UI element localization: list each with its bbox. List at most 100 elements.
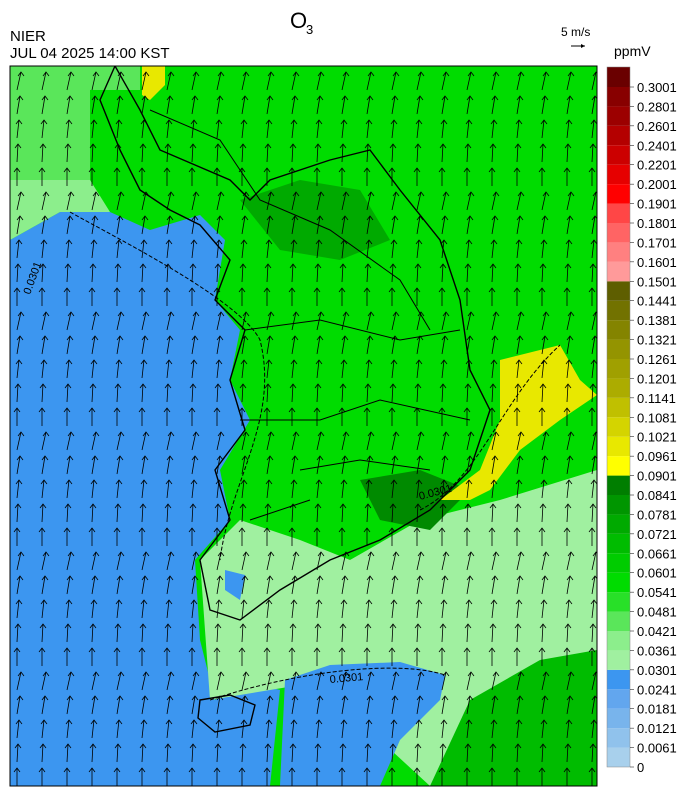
wind-arrow	[91, 95, 99, 115]
wind-arrow	[215, 599, 223, 619]
wind-arrow	[266, 551, 275, 571]
wind-arrow	[139, 743, 147, 763]
colorbar-tick-label: 0.0961	[637, 449, 677, 464]
wind-arrow	[465, 359, 473, 379]
wind-arrow	[465, 479, 473, 499]
wind-arrow	[38, 287, 46, 306]
colorbar-tick-label: 0.0901	[637, 469, 677, 484]
wind-arrow	[391, 695, 399, 715]
wind-arrow	[413, 647, 421, 666]
wind-arrow	[265, 479, 273, 499]
wind-arrow	[391, 551, 400, 571]
wind-arrow	[415, 359, 423, 379]
wind-arrow	[538, 767, 546, 786]
wind-arrow	[491, 335, 499, 355]
wind-arrow	[90, 479, 98, 499]
wind-arrow	[315, 479, 323, 499]
wind-arrow	[65, 239, 73, 259]
wind-arrow	[63, 167, 71, 186]
wind-arrow	[191, 431, 200, 451]
colorbar-tick-label: 0.1601	[637, 255, 677, 270]
wind-arrow	[213, 167, 221, 186]
wind-arrow	[166, 311, 175, 331]
wind-arrow	[241, 695, 249, 715]
wind-arrow	[313, 647, 321, 666]
wind-arrow	[39, 743, 47, 763]
wind-arrow	[291, 311, 300, 331]
wind-arrow	[416, 191, 425, 211]
colorbar-segment	[607, 417, 630, 437]
wind-arrow	[515, 479, 523, 499]
wind-arrow	[40, 119, 48, 139]
wind-arrow	[289, 743, 297, 763]
wind-arrow	[264, 743, 272, 763]
wind-arrow	[465, 239, 473, 259]
wind-arrow	[365, 239, 373, 259]
wind-arrow	[391, 95, 399, 115]
wind-arrow	[216, 431, 225, 451]
wind-arrow	[238, 527, 246, 546]
wind-arrow	[489, 383, 497, 403]
wind-arrow	[416, 431, 425, 451]
wind-arrow	[290, 719, 298, 739]
wind-arrow	[441, 335, 449, 355]
wind-arrow	[266, 71, 275, 91]
wind-arrow	[591, 695, 597, 715]
wind-arrow	[164, 143, 172, 163]
wind-arrow	[440, 599, 448, 619]
wind-arrow	[491, 311, 500, 331]
wind-arrow	[591, 215, 597, 235]
wind-arrow	[39, 383, 47, 403]
wind-arrow	[14, 143, 22, 163]
wind-arrow	[388, 527, 396, 546]
wind-arrow	[390, 119, 398, 139]
wind-arrow	[65, 479, 73, 499]
wind-arrow	[66, 575, 74, 595]
wind-arrow	[416, 695, 424, 715]
wind-arrow	[391, 431, 400, 451]
wind-arrow	[563, 287, 571, 306]
wind-arrow	[238, 767, 246, 786]
wind-arrow	[515, 359, 523, 379]
wind-arrow	[166, 95, 174, 115]
wind-arrow	[14, 623, 22, 643]
wind-arrow	[366, 311, 375, 331]
zone	[240, 180, 390, 260]
wind-arrow	[263, 647, 271, 666]
wind-arrow	[516, 551, 525, 571]
wind-arrow	[39, 263, 47, 283]
wind-arrow	[314, 263, 322, 283]
wind-arrow	[413, 287, 421, 306]
wind-arrow	[141, 95, 149, 115]
wind-arrow	[414, 143, 422, 163]
wind-arrow	[439, 263, 447, 283]
wind-arrow	[365, 359, 373, 379]
wind-arrow	[566, 671, 575, 691]
wind-arrow	[563, 407, 571, 426]
wind-arrow	[414, 623, 422, 643]
wind-arrow	[516, 575, 524, 595]
wind-arrow	[339, 503, 347, 523]
wind-arrow	[14, 503, 22, 523]
wind-arrow	[114, 743, 122, 763]
wind-arrow	[341, 71, 350, 91]
wind-arrow	[564, 743, 572, 763]
wind-arrow	[165, 359, 173, 379]
colorbar: 0 0.0061 0.0121 0.0181 0.0241 0.0301 0.0361 0.0…	[606, 66, 677, 775]
wind-arrow	[488, 407, 496, 426]
wind-arrow	[216, 95, 224, 115]
wind-arrow	[541, 311, 550, 331]
wind-arrow	[40, 359, 48, 379]
wind-arrow	[91, 695, 99, 715]
wind-arrow	[589, 623, 597, 643]
wind-arrow	[116, 95, 124, 115]
wind-arrow	[590, 359, 597, 379]
wind-arrow	[515, 719, 523, 739]
colorbar-segment	[607, 397, 630, 418]
wind-arrow	[266, 95, 274, 115]
wind-arrow	[541, 575, 549, 595]
wind-arrow	[91, 455, 99, 475]
wind-arrow	[164, 383, 172, 403]
wind-scale: 5 m/s	[561, 25, 590, 39]
wind-arrow	[466, 695, 474, 715]
